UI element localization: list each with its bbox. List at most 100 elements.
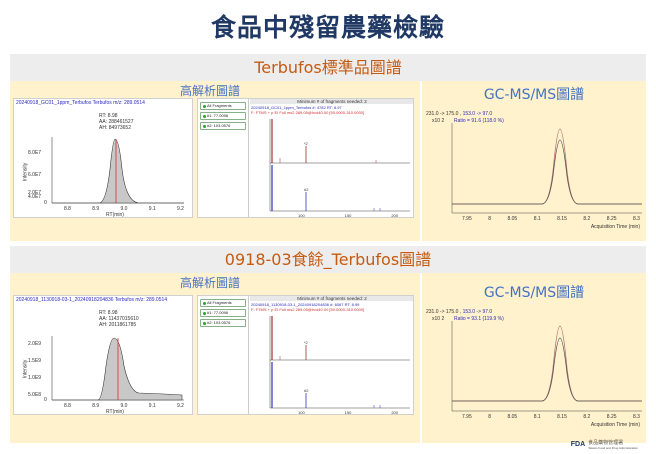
y-axis-label: Intensity xyxy=(22,162,29,182)
y-tick: 4.0E7 xyxy=(28,194,42,200)
fragment-title: Minimum # of fragments needed: 2 xyxy=(250,296,413,301)
fragment-spectrum: All Fragments #1: 77.0096 #2: 103.0576 M… xyxy=(197,98,414,218)
ratio: Ratio = 91.6 (118.0 %) xyxy=(454,118,504,124)
x-tick: 8.1 xyxy=(533,414,541,420)
x-axis-label: RT(min) xyxy=(106,212,124,218)
fragment-item[interactable]: #2: 103.0576 xyxy=(200,319,246,327)
y-tick: 2.0E7 xyxy=(28,190,42,196)
gc-panel-standard: GC-MS/MS圖譜 231.0 -> 175.0 , 153.0 -> 97.… xyxy=(422,81,646,241)
x-tick: 8.15 xyxy=(557,414,567,420)
hr-panel-standard: 高解析圖譜 20240918_GC01_1ppm_Terbufos Terbuf… xyxy=(10,81,420,241)
x-tick: 8 xyxy=(488,414,491,420)
x-tick: 9.0 xyxy=(120,206,128,212)
agency-cn: 食品藥物管理署 xyxy=(588,440,624,446)
scan-info: 20240918_GC01_1ppm_Terbufos #: 4782 RT: … xyxy=(251,105,342,110)
x-tick: 150 xyxy=(344,410,352,415)
x-tick: 8.9 xyxy=(92,206,100,212)
x-tick: 100 xyxy=(298,410,305,415)
y-tick: 2.0E9 xyxy=(28,341,42,347)
x-tick: 8.2 xyxy=(583,216,591,222)
y-tick: 0 xyxy=(44,200,47,206)
fragment-item[interactable]: #2: 103.0576 xyxy=(200,122,246,130)
section-heading-sample: 0918-03食餘_Terbufos圖譜 xyxy=(10,246,646,273)
x-axis-label: RT(min) xyxy=(106,409,124,415)
y-tick: 0 xyxy=(44,397,47,403)
xic-aa: AA: 11437015610 xyxy=(99,316,139,322)
x-tick: 8 xyxy=(488,216,491,222)
xic-rt: RT: 8.98 xyxy=(99,310,118,316)
x-tick: 8.05 xyxy=(507,216,518,222)
x-tick: 8.8 xyxy=(64,403,71,409)
xic-plot xyxy=(51,336,184,401)
peak-label: *2 xyxy=(304,340,308,345)
x-tick: 8.25 xyxy=(606,216,617,222)
transition-1: 231.0 -> 175.0 , xyxy=(426,309,462,315)
fragment-item[interactable]: All Fragments xyxy=(200,299,246,307)
x-tick: 9.2 xyxy=(177,206,184,212)
y-tick: 1.5E9 xyxy=(28,358,42,364)
fda-logo: FDA 食品藥物管理署 Taiwan Food and Drug Adminis… xyxy=(571,439,638,450)
filter-info: F: FTMS + p EI Full ms2 289.05@hcd40.00 … xyxy=(251,307,365,312)
x-tick: 8.3 xyxy=(633,414,640,420)
fragment-item[interactable]: All Fragments xyxy=(200,102,246,110)
x-tick: 8.1 xyxy=(533,216,541,222)
fragment-item[interactable]: #1: 77.0096 xyxy=(200,112,246,120)
gcms-plot xyxy=(451,321,642,412)
gc-label: GC-MS/MS圖譜 xyxy=(483,87,585,103)
x-tick: 8.2 xyxy=(583,414,591,420)
xic-header: 20240918_1130918-03-1_20240918204836 Ter… xyxy=(16,297,168,303)
fragment-title: Minimum # of fragments needed: 2 xyxy=(250,99,413,104)
hr-label: 高解析圖譜 xyxy=(179,276,240,290)
x-tick: 7.95 xyxy=(462,216,472,222)
peak-label: *2 xyxy=(304,141,308,146)
peak-label: #2 xyxy=(304,187,309,192)
x-tick: 7.95 xyxy=(462,414,472,420)
filter-info: F: FTMS + p EI Full ms2 289.05@hcd40.00 … xyxy=(251,110,365,115)
y-axis-label: Intensity xyxy=(22,359,29,379)
xic-ah: AH: 2011861785 xyxy=(99,322,137,328)
y-tick: 1.0E9 xyxy=(28,375,42,381)
fragment-plot xyxy=(269,119,410,212)
x-tick: 9.0 xyxy=(120,403,128,409)
x-tick: 200 xyxy=(391,410,398,415)
gc-panel-sample: GC-MS/MS圖譜 231.0 -> 175.0 , 153.0 -> 97.… xyxy=(422,273,646,443)
y-tick: 8.0E7 xyxy=(28,150,42,156)
x-tick: 8.15 xyxy=(557,216,567,222)
exponent: x10 2 xyxy=(432,316,445,322)
ratio: Ratio = 93.1 (119.9 %) xyxy=(454,316,504,322)
gcms-plot xyxy=(451,123,642,214)
transition-1: 231.0 -> 175.0 , xyxy=(426,111,462,117)
xic-chromatogram: 20240918_GC01_1ppm_Terbufos Terbufos m/z… xyxy=(13,98,193,218)
transition-2: 153.0 -> 97.0 xyxy=(462,111,493,117)
fragment-item[interactable]: #1: 77.0096 xyxy=(200,309,246,317)
gc-label: GC-MS/MS圖譜 xyxy=(483,285,585,301)
y-tick: 6.0E7 xyxy=(28,172,42,178)
xic-ah: AH: 84973652 xyxy=(99,125,131,131)
fragment-list: All Fragments #1: 77.0096 #2: 103.0576 xyxy=(200,299,246,329)
y-tick: 5.0E8 xyxy=(28,392,42,398)
x-tick: 9.1 xyxy=(148,403,156,409)
agency-en: Taiwan Food and Drug Administration xyxy=(588,446,638,450)
x-axis-label: Acquisition Time (min) xyxy=(590,224,640,230)
x-tick: 9.1 xyxy=(148,206,156,212)
xic-plot xyxy=(51,137,184,204)
fda-logo-text: FDA xyxy=(570,441,586,448)
section-heading-standard: Terbufos標準品圖譜 xyxy=(10,54,646,81)
hr-panel-sample: 高解析圖譜 20240918_1130918-03-1_202409182048… xyxy=(10,273,420,443)
x-tick: 100 xyxy=(298,213,305,218)
x-tick: 8.25 xyxy=(606,414,617,420)
hr-label: 高解析圖譜 xyxy=(179,84,240,98)
exponent: x10 2 xyxy=(432,118,445,124)
fragment-plot xyxy=(269,316,410,409)
fragment-list: All Fragments #1: 77.0096 #2: 103.0576 xyxy=(200,102,246,132)
scan-info: 20240918_1130918-03-1_20240918204836 #: … xyxy=(251,302,360,307)
xic-aa: AA: 288461527 xyxy=(99,119,134,125)
xic-header: 20240918_GC01_1ppm_Terbufos Terbufos m/z… xyxy=(16,100,145,106)
x-tick: 150 xyxy=(344,213,352,218)
x-tick: 8.8 xyxy=(64,206,71,212)
x-tick: 8.05 xyxy=(507,414,518,420)
peak-label: #2 xyxy=(304,388,309,393)
fragment-spectrum: All Fragments #1: 77.0096 #2: 103.0576 M… xyxy=(197,295,414,415)
x-axis-label: Acquisition Time (min) xyxy=(590,422,640,428)
x-tick: 9.2 xyxy=(177,403,184,409)
